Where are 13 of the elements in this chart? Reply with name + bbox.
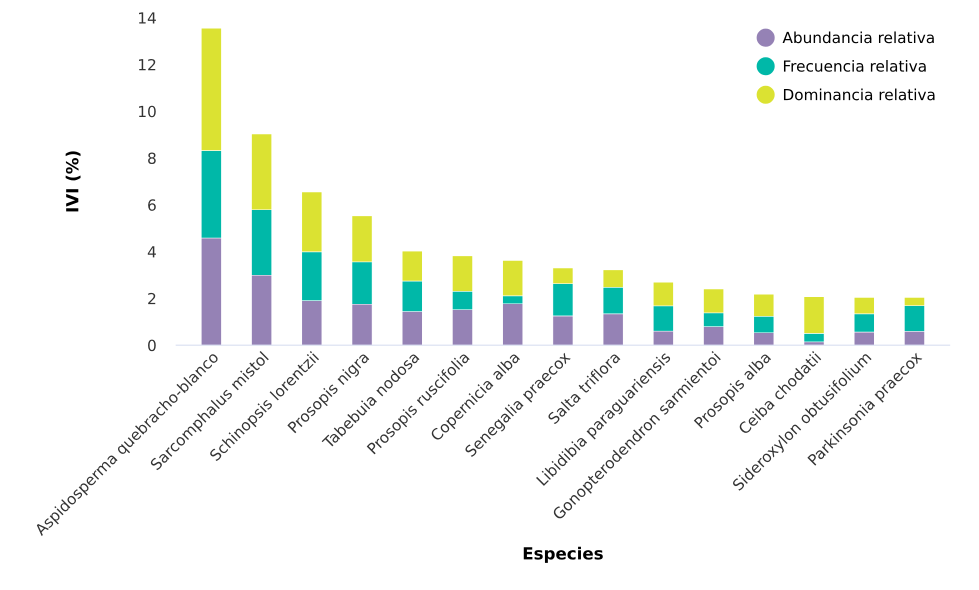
legend-label: Frecuencia relativa	[784, 60, 926, 72]
y-tick-label: 8	[148, 152, 156, 164]
y-tick-label: 4	[148, 246, 156, 258]
y-tick-label: 14	[139, 12, 156, 24]
x-axis-title: Especies	[524, 546, 603, 563]
y-tick-label: 2	[148, 292, 156, 304]
y-tick-label: 0	[148, 340, 156, 352]
y-tick-label: 12	[139, 58, 156, 70]
legend-label: Abundancia relativa	[782, 31, 934, 44]
legend-label: Dominancia relativa	[784, 88, 934, 100]
y-tick-label: 6	[148, 199, 156, 211]
y-tick-label: 10	[139, 106, 156, 118]
y-axis-title: IVI (%)	[66, 151, 81, 212]
